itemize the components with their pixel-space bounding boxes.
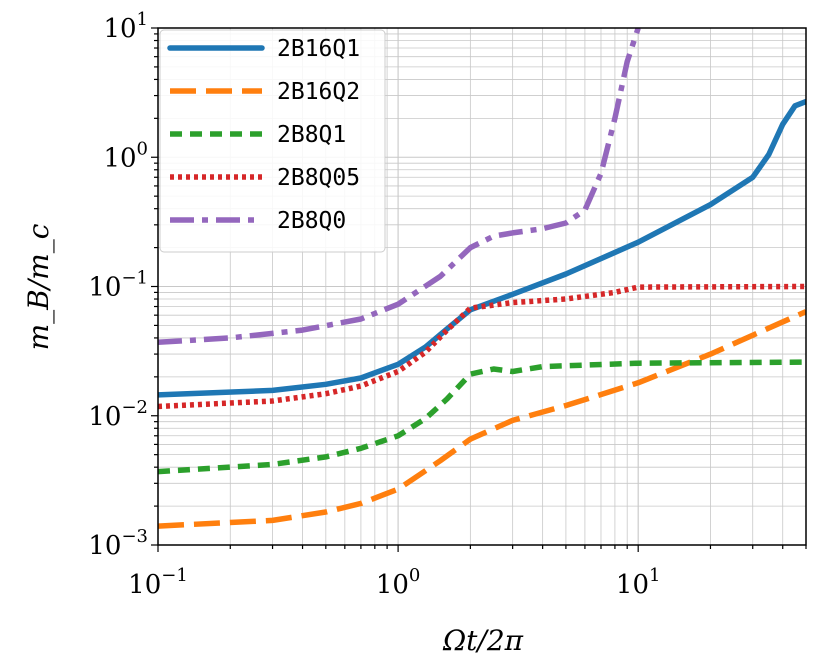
x-tick-label: 101: [616, 565, 661, 600]
legend-label: 2B8Q0: [277, 208, 346, 234]
series-line-2B8Q05: [158, 283, 806, 410]
y-tick-label: 10−1: [88, 268, 148, 303]
plot-series: [158, 28, 806, 529]
legend-label: 2B8Q05: [277, 165, 360, 191]
series-line-2B16Q1: [158, 98, 806, 398]
x-ticks: 10−1 100 101: [128, 545, 807, 600]
y-ticks: 10−3 10−2 10−1 100 101: [88, 9, 158, 561]
legend-label: 2B16Q1: [277, 36, 360, 62]
y-axis-label: m_B/m_c: [22, 223, 55, 350]
x-tick-label: 10−1: [128, 565, 188, 600]
y-tick-label: 10−3: [88, 526, 148, 561]
y-tick-label: 101: [103, 9, 148, 44]
y-tick-label: 10−2: [88, 397, 148, 432]
series-line-2B8Q0: [158, 28, 641, 346]
legend-label: 2B16Q2: [277, 79, 360, 105]
legend: 2B16Q1 2B16Q2 2B8Q1 2B8Q05 2B8Q0: [159, 29, 386, 253]
y-tick-label: 100: [103, 138, 148, 173]
x-axis-label: Ωt/2π: [442, 624, 524, 657]
x-tick-label: 100: [376, 565, 421, 600]
series-line-2B16Q2: [158, 309, 806, 529]
legend-box: [159, 29, 386, 253]
legend-label: 2B8Q1: [277, 122, 346, 148]
series-line-2B8Q1: [158, 359, 806, 475]
